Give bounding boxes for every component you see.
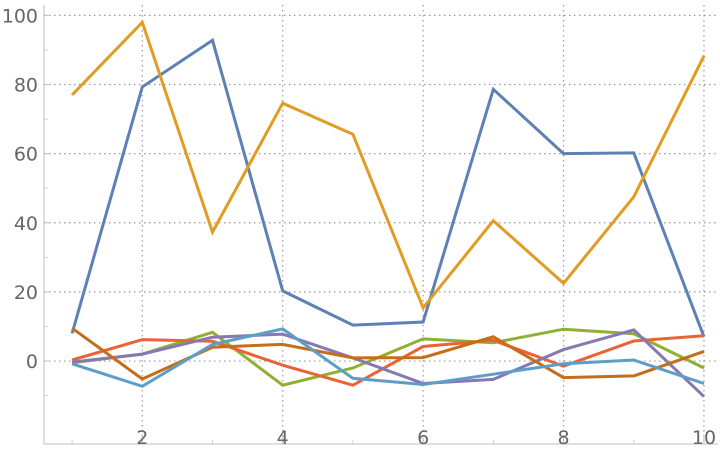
series-line-5	[71, 328, 706, 398]
y-tick-label: 80	[14, 75, 38, 97]
y-tick-label: 60	[14, 144, 38, 166]
series-line-1	[70, 37, 706, 338]
series-line-7	[71, 327, 705, 388]
x-tick-label: 2	[136, 427, 148, 449]
x-tick-label: 10	[692, 427, 716, 449]
y-tick-label: 20	[14, 282, 38, 304]
series-line-2	[71, 19, 706, 311]
y-tick-label: 40	[14, 213, 38, 235]
y-tick-label: 100	[2, 5, 38, 27]
x-tick-label: 8	[557, 427, 569, 449]
grid-layer	[44, 5, 718, 444]
series-line-4	[71, 334, 705, 387]
series-line-6	[71, 326, 705, 381]
x-tick-label: 6	[417, 427, 429, 449]
y-tick-label: 0	[26, 351, 38, 373]
series-line-3	[71, 327, 705, 387]
series-layer	[70, 19, 706, 398]
axes-layer	[43, 5, 718, 445]
x-tick-label: 4	[277, 427, 289, 449]
